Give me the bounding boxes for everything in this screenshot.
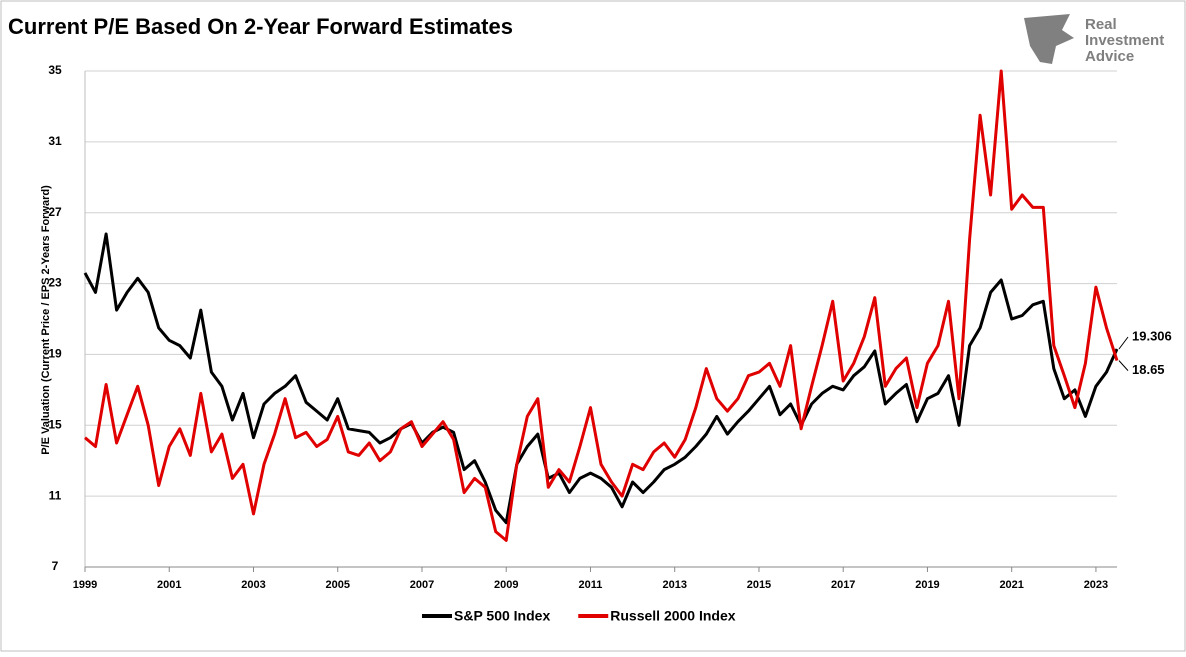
- y-tick-label: 27: [48, 205, 62, 219]
- x-tick-label: 2013: [662, 579, 686, 591]
- logo-text: Investment: [1085, 32, 1164, 49]
- legend-label: Russell 2000 Index: [610, 608, 736, 624]
- x-tick-label: 1999: [73, 579, 97, 591]
- x-tick-label: 2021: [999, 579, 1023, 591]
- x-tick-label: 2003: [241, 579, 265, 591]
- x-tick-label: 2011: [579, 579, 603, 591]
- y-tick-label: 19: [48, 347, 62, 361]
- y-tick-label: 35: [48, 63, 62, 77]
- y-tick-label: 7: [52, 559, 59, 573]
- end-label: 19.306: [1132, 328, 1172, 343]
- logo-text: Real: [1085, 16, 1117, 33]
- series-line: [84, 69, 1119, 542]
- y-tick-label: 31: [48, 134, 62, 148]
- x-tick-label: 2007: [410, 579, 434, 591]
- x-tick-label: 2015: [747, 579, 771, 591]
- x-tick-label: 2019: [915, 579, 939, 591]
- y-tick-label: 23: [48, 276, 62, 290]
- logo-text: Advice: [1085, 48, 1134, 65]
- series-line: [83, 232, 1119, 525]
- x-tick-label: 2023: [1084, 579, 1108, 591]
- x-tick-label: 2005: [325, 579, 349, 591]
- logo-mark: [1024, 14, 1074, 64]
- x-tick-label: 2001: [157, 579, 181, 591]
- x-tick-label: 2009: [494, 579, 518, 591]
- chart-title: Current P/E Based On 2-Year Forward Esti…: [8, 14, 513, 39]
- y-tick-label: 11: [49, 488, 62, 502]
- x-tick-label: 2017: [831, 579, 855, 591]
- y-axis-label: P/E Valuation (Current Price / EPS 2-Yea…: [40, 185, 52, 455]
- legend-label: S&P 500 Index: [454, 608, 550, 624]
- end-label-leader: [1118, 360, 1129, 371]
- end-label-leader: [1118, 336, 1129, 350]
- end-label: 18.65: [1132, 362, 1165, 377]
- y-tick-label: 15: [48, 417, 62, 431]
